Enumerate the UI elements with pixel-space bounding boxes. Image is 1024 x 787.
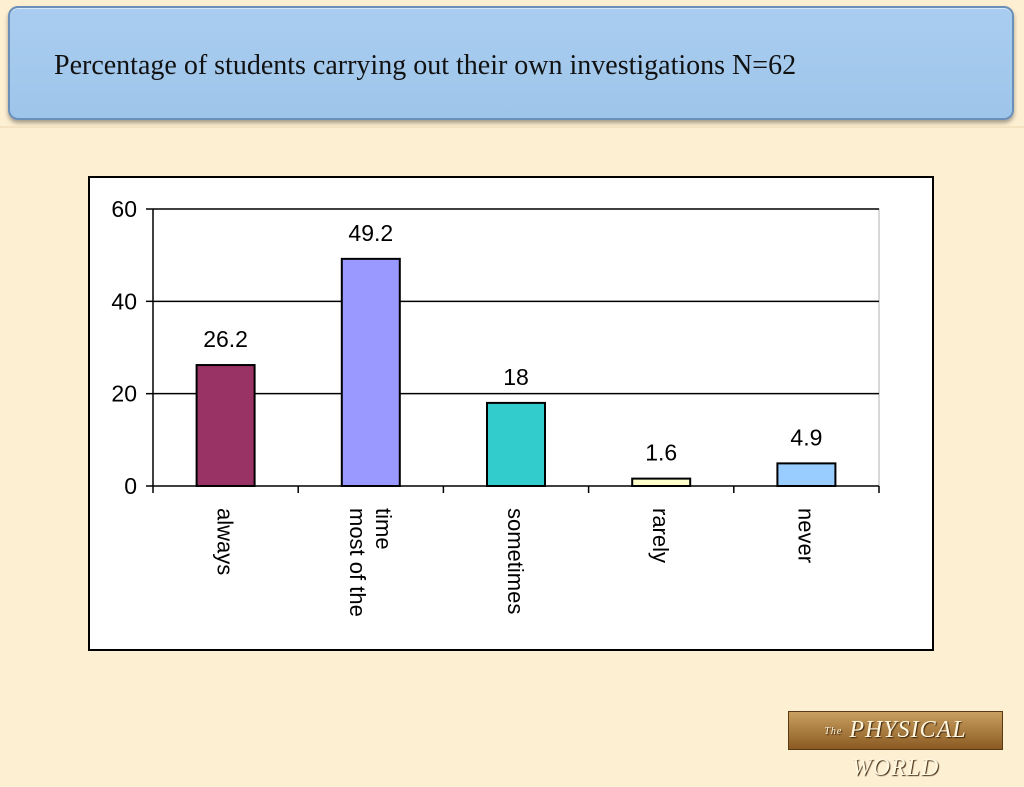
y-tick-label: 60: [111, 196, 137, 222]
bar-2: [486, 401, 546, 487]
slide-title: Percentage of students carrying out thei…: [54, 50, 797, 81]
category-label-4: never: [793, 508, 818, 563]
data-label-4: 4.9: [790, 424, 822, 450]
data-label-1: 49.2: [348, 220, 393, 246]
bar-chart: 0 20 40 60 26.2 always 49.2 most of the time 18 so…: [111, 196, 880, 617]
bar-1: [340, 257, 401, 487]
category-label-line: time: [371, 508, 396, 550]
bar-4: [776, 462, 837, 487]
y-tick-label: 40: [111, 288, 137, 314]
data-label-3: 1.6: [645, 440, 677, 466]
category-label-line: always: [213, 508, 238, 575]
category-label-3: rarely: [648, 508, 673, 563]
physical-world-logo: The PHYSICAL WORLD: [788, 711, 1003, 781]
title-banner: Percentage of students carrying out thei…: [8, 6, 1014, 120]
category-label-line: rarely: [648, 508, 673, 563]
chart-frame: 0 20 40 60 26.2 always 49.2 most of the time 18 so…: [88, 176, 934, 651]
category-label-2: sometimes: [503, 508, 528, 614]
category-label-line: sometimes: [503, 508, 528, 614]
category-label-line: never: [793, 508, 818, 563]
data-label-2: 18: [503, 364, 529, 390]
logo-text: PHYSICAL WORLD: [849, 717, 967, 781]
divider: [0, 126, 1024, 128]
bar-3: [631, 477, 692, 488]
y-tick-label: 20: [111, 381, 137, 407]
data-label-0: 26.2: [203, 326, 248, 352]
category-label-line: most of the: [345, 508, 370, 617]
category-label-0: always: [213, 508, 238, 575]
category-label-1: most of the time: [345, 508, 396, 617]
bar-0: [195, 364, 256, 487]
logo-the: The: [824, 725, 843, 737]
y-tick-label: 0: [124, 473, 137, 499]
